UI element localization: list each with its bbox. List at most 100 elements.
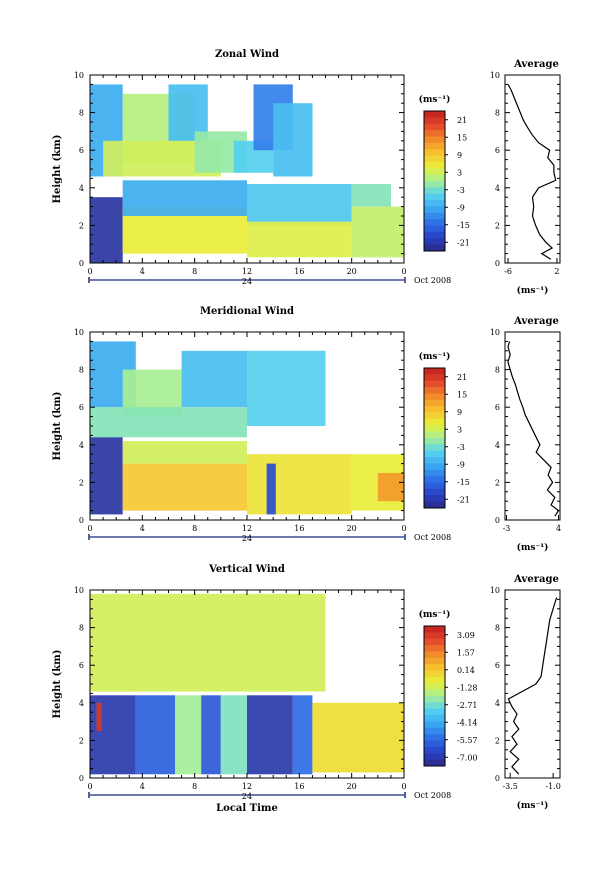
- y-tick-label: 10: [74, 586, 84, 595]
- x-tick-label: 20: [347, 267, 357, 276]
- heatmap-cell: [90, 197, 123, 263]
- colorbar-swatch: [424, 721, 445, 729]
- heatmap-cell: [351, 206, 404, 258]
- profile-x-tick-label: 4: [556, 524, 561, 533]
- colorbar-tick-label: -15: [457, 478, 470, 487]
- heatmap-cell: [122, 441, 247, 464]
- panel-title: Vertical Wind: [208, 564, 285, 575]
- profile-x-tick-label: -1.0: [545, 782, 560, 791]
- colorbar-tick-label: -15: [457, 221, 470, 230]
- colorbar-swatch: [424, 482, 445, 490]
- heatmap-cell: [181, 350, 247, 408]
- heatmap-cell: [175, 695, 202, 775]
- colorbar-swatch: [424, 702, 445, 710]
- heatmap-cell: [273, 103, 313, 177]
- colorbar-swatch: [424, 645, 445, 652]
- profile-y-tick-label: 6: [495, 403, 500, 412]
- profile-title: Average: [513, 59, 559, 70]
- colorbar-tick-label: 1.57: [457, 648, 475, 657]
- y-tick-label: 2: [79, 736, 84, 745]
- x-tick-label: 20: [347, 782, 357, 791]
- x-tick-label: 0: [401, 267, 406, 276]
- colorbar-swatch: [424, 715, 445, 722]
- y-tick-label: 6: [79, 403, 84, 412]
- colorbar-swatch: [424, 740, 445, 748]
- colorbar-tick-label: -2.71: [457, 701, 478, 710]
- y-tick-label: 0: [79, 259, 84, 268]
- colorbar-swatch: [424, 168, 445, 176]
- colorbar-tick-label: 9: [457, 408, 462, 417]
- date-marker: 24: [242, 277, 252, 286]
- profile-frame: [504, 74, 561, 264]
- x-tick-label: 4: [140, 782, 145, 791]
- colorbar-swatch: [424, 393, 445, 401]
- y-tick-label: 10: [74, 328, 84, 337]
- profile-frame: [504, 589, 561, 779]
- colorbar-swatch: [424, 696, 445, 703]
- colorbar-swatch: [424, 136, 445, 144]
- colorbar-swatch: [424, 117, 445, 125]
- colorbar-tick-label: -21: [457, 238, 470, 247]
- heatmap-cells: [90, 84, 404, 263]
- colorbar-unit: (ms⁻¹): [419, 94, 451, 105]
- colorbar-swatch: [424, 161, 445, 169]
- colorbar-frame: [423, 110, 446, 252]
- profile-y-tick-label: 10: [490, 586, 500, 595]
- date-marker: 24: [242, 534, 252, 543]
- profile-y-tick-label: 10: [490, 328, 500, 337]
- profile-title: Average: [513, 574, 559, 585]
- colorbar-swatch: [424, 501, 445, 509]
- profile-x-tick-label: -3.5: [502, 782, 517, 791]
- y-tick-label: 8: [79, 366, 84, 375]
- profile-y-tick-label: 2: [495, 221, 500, 230]
- colorbar-tick-label: 0.14: [457, 666, 475, 675]
- colorbar-tick-label: 3: [457, 168, 462, 177]
- colorbar-tick-label: -9: [457, 460, 465, 469]
- heatmap-cell: [201, 695, 221, 775]
- colorbar-swatch: [424, 727, 445, 735]
- colorbar-swatch: [424, 212, 445, 220]
- colorbar-swatch: [424, 425, 445, 433]
- date-marker: 24: [242, 792, 252, 801]
- colorbar-swatch: [424, 476, 445, 483]
- colorbar-unit: (ms⁻¹): [419, 609, 451, 620]
- colorbar-swatch: [424, 463, 445, 471]
- y-tick-label: 0: [79, 516, 84, 525]
- heatmap-cell: [122, 180, 247, 216]
- colorbar-swatch: [424, 200, 445, 207]
- colorbar-tick-label: 9: [457, 151, 462, 160]
- colorbar-swatch: [424, 457, 445, 464]
- colorbar-swatch: [424, 450, 445, 458]
- colorbar-swatch: [424, 238, 445, 246]
- x-axis-label: Local Time: [216, 803, 278, 814]
- x-tick-label: 0: [87, 782, 92, 791]
- colorbar-swatch: [424, 219, 445, 226]
- y-tick-label: 8: [79, 624, 84, 633]
- colorbar-tick-label: 21: [457, 116, 467, 125]
- colorbar-tick-label: -5.57: [457, 736, 478, 745]
- colorbar-frame: [423, 625, 446, 767]
- colorbar-tick-label: 3: [457, 425, 462, 434]
- profile-y-tick-label: 0: [495, 516, 500, 525]
- colorbar-swatch: [424, 387, 445, 394]
- y-tick-label: 4: [79, 441, 84, 450]
- colorbar-frame: [423, 367, 446, 509]
- colorbar-swatch: [424, 374, 445, 382]
- colorbar-swatch: [424, 632, 445, 640]
- colorbar-unit: (ms⁻¹): [419, 351, 451, 362]
- x-tick-label: 12: [242, 782, 252, 791]
- colorbar-swatch: [424, 225, 445, 233]
- heatmap-cells: [90, 341, 404, 515]
- y-tick-label: 10: [74, 71, 84, 80]
- colorbar-swatch: [424, 368, 445, 375]
- heatmap-cell: [247, 350, 326, 426]
- y-tick-label: 2: [79, 478, 84, 487]
- date-suffix: Oct 2008: [414, 791, 451, 800]
- date-suffix: Oct 2008: [414, 533, 451, 542]
- profile-unit: (ms⁻¹): [517, 542, 549, 553]
- colorbar-swatch: [424, 734, 445, 741]
- profile-x-tick-label: -3: [503, 524, 511, 533]
- colorbar-swatch: [424, 193, 445, 201]
- profile-line: [507, 341, 560, 517]
- heatmap-cell: [135, 695, 175, 775]
